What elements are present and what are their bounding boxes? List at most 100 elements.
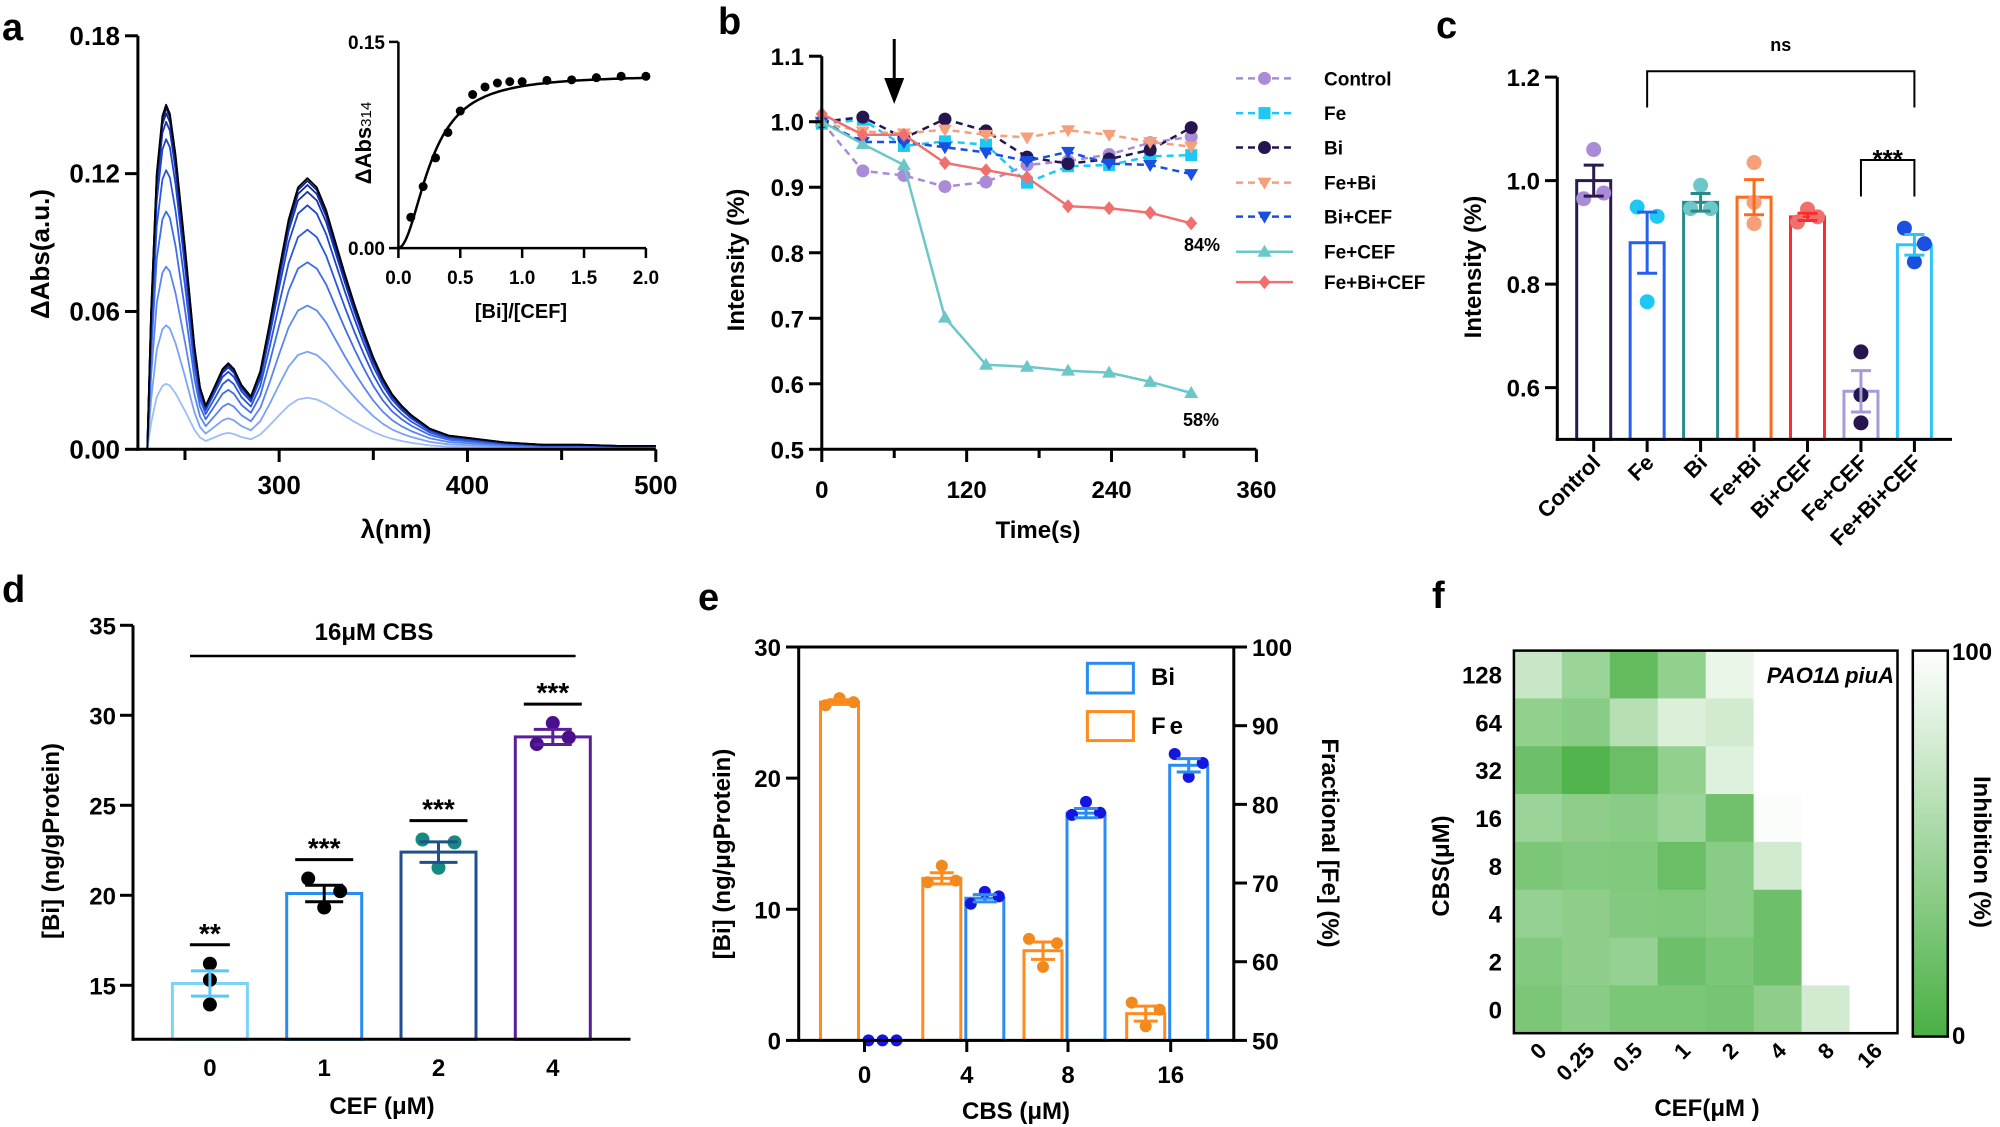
panel-label-a: a <box>2 7 24 49</box>
heatmap-cell <box>1609 889 1659 939</box>
bar <box>1628 241 1666 441</box>
spectrum-curve <box>146 324 656 450</box>
data-point <box>938 112 952 126</box>
y-axis-label: ΔAbs(a.u.) <box>25 189 55 319</box>
data-point <box>301 871 316 886</box>
heatmap-cell <box>1849 937 1898 986</box>
inset-data-point <box>468 90 478 100</box>
heatmap-cell <box>1705 698 1755 747</box>
heatmap-cell <box>1753 937 1803 986</box>
x-tick-label: 240 <box>1092 477 1132 504</box>
heatmap-cell <box>1801 698 1851 747</box>
data-point <box>847 696 860 709</box>
bar <box>513 735 592 1041</box>
heatmap-cell <box>1801 794 1851 843</box>
legend-label: Control <box>1324 69 1392 90</box>
colorbar-tick-label: 0 <box>1952 1023 1965 1050</box>
data-point <box>1810 209 1825 225</box>
data-point <box>1037 960 1049 973</box>
y-tick-label: 0.5 <box>771 437 804 464</box>
x-tick-label: 0 <box>858 1062 871 1089</box>
data-point <box>1184 121 1198 135</box>
data-point <box>978 357 993 370</box>
y-tick-label: 1.2 <box>1507 65 1540 92</box>
x-tick-label: 400 <box>446 470 489 500</box>
inset-data-point <box>517 77 527 87</box>
chart-title: 16μM CBS <box>315 619 434 646</box>
heatmap-cell <box>1513 746 1563 795</box>
data-point <box>333 884 348 899</box>
legend-label: Bi+CEF <box>1324 208 1392 229</box>
heatmap-cell <box>1801 937 1851 986</box>
heatmap-cell <box>1849 985 1898 1034</box>
y-tick-label: 20 <box>89 883 116 910</box>
data-point <box>561 730 576 745</box>
data-point <box>856 164 870 178</box>
data-point <box>935 859 948 872</box>
y-tick-label: 0 <box>1489 997 1502 1024</box>
heatmap-cell <box>1609 794 1659 843</box>
data-point <box>1021 170 1034 185</box>
x-tick-label: 16 <box>1852 1038 1887 1073</box>
bar <box>1735 195 1773 441</box>
legend-label: Fe <box>1324 104 1346 125</box>
data-point <box>1746 216 1762 232</box>
bar <box>285 892 364 1041</box>
heatmap-cell <box>1513 794 1563 843</box>
data-point <box>1168 748 1181 761</box>
y-tick-label: 128 <box>1462 663 1502 690</box>
x-tick-label: 2 <box>432 1055 445 1082</box>
inset-fit-curve <box>397 76 646 250</box>
heatmap-cell <box>1657 985 1707 1034</box>
heatmap-cell <box>1657 937 1707 986</box>
y-tick-label: 1.0 <box>1507 169 1540 196</box>
heatmap-cell <box>1705 650 1755 699</box>
data-point <box>1746 154 1762 170</box>
data-point <box>855 136 870 149</box>
data-point <box>202 956 217 971</box>
data-point <box>1102 158 1117 171</box>
spectrum-curve <box>146 138 656 450</box>
x-axis-label: Time(s) <box>996 517 1081 544</box>
inset-y-axis-label: ΔAbs314 <box>351 102 376 184</box>
left-y-tick-label: 10 <box>754 897 781 924</box>
heatmap-cell <box>1609 937 1659 986</box>
heatmap-cell <box>1657 650 1707 699</box>
inset-x-tick-label: 1.0 <box>509 268 535 289</box>
x-tick-label: Bi <box>1679 450 1712 483</box>
bar-bi <box>1168 763 1210 1042</box>
heatmap-cell <box>1513 937 1563 986</box>
data-point <box>1020 359 1035 372</box>
data-point <box>1790 214 1805 230</box>
x-tick-label: 120 <box>947 477 987 504</box>
data-point <box>431 860 446 875</box>
legend-marker <box>1258 275 1271 290</box>
bar <box>399 850 478 1041</box>
data-point <box>1586 142 1602 158</box>
data-point <box>1061 125 1076 138</box>
data-point <box>1143 143 1157 157</box>
y-tick-label: 0.12 <box>69 159 120 189</box>
colorbar <box>1911 649 1950 1038</box>
data-point <box>1184 385 1199 398</box>
panel-label-f: f <box>1432 575 1445 617</box>
data-point <box>978 147 993 160</box>
data-point <box>1853 344 1869 360</box>
heatmap-cell <box>1609 698 1659 747</box>
y-tick-label: 15 <box>89 973 116 1000</box>
inset-data-point <box>505 77 515 87</box>
heatmap-cell <box>1849 650 1898 699</box>
right-y-tick-label: 90 <box>1252 714 1279 741</box>
y-tick-label: 4 <box>1489 902 1503 929</box>
data-point <box>819 699 832 712</box>
left-y-axis-label: [Bi] (ng/μgProtein) <box>709 749 736 960</box>
data-point <box>1051 937 1063 950</box>
inset-y-tick-label: 0.15 <box>348 33 385 54</box>
heatmap-cell <box>1561 794 1611 843</box>
y-tick-label: 16 <box>1475 806 1502 833</box>
data-point <box>921 876 934 889</box>
data-point <box>202 997 217 1012</box>
spectrum-curve <box>146 169 656 450</box>
data-point <box>856 110 870 124</box>
data-point <box>1576 191 1592 207</box>
